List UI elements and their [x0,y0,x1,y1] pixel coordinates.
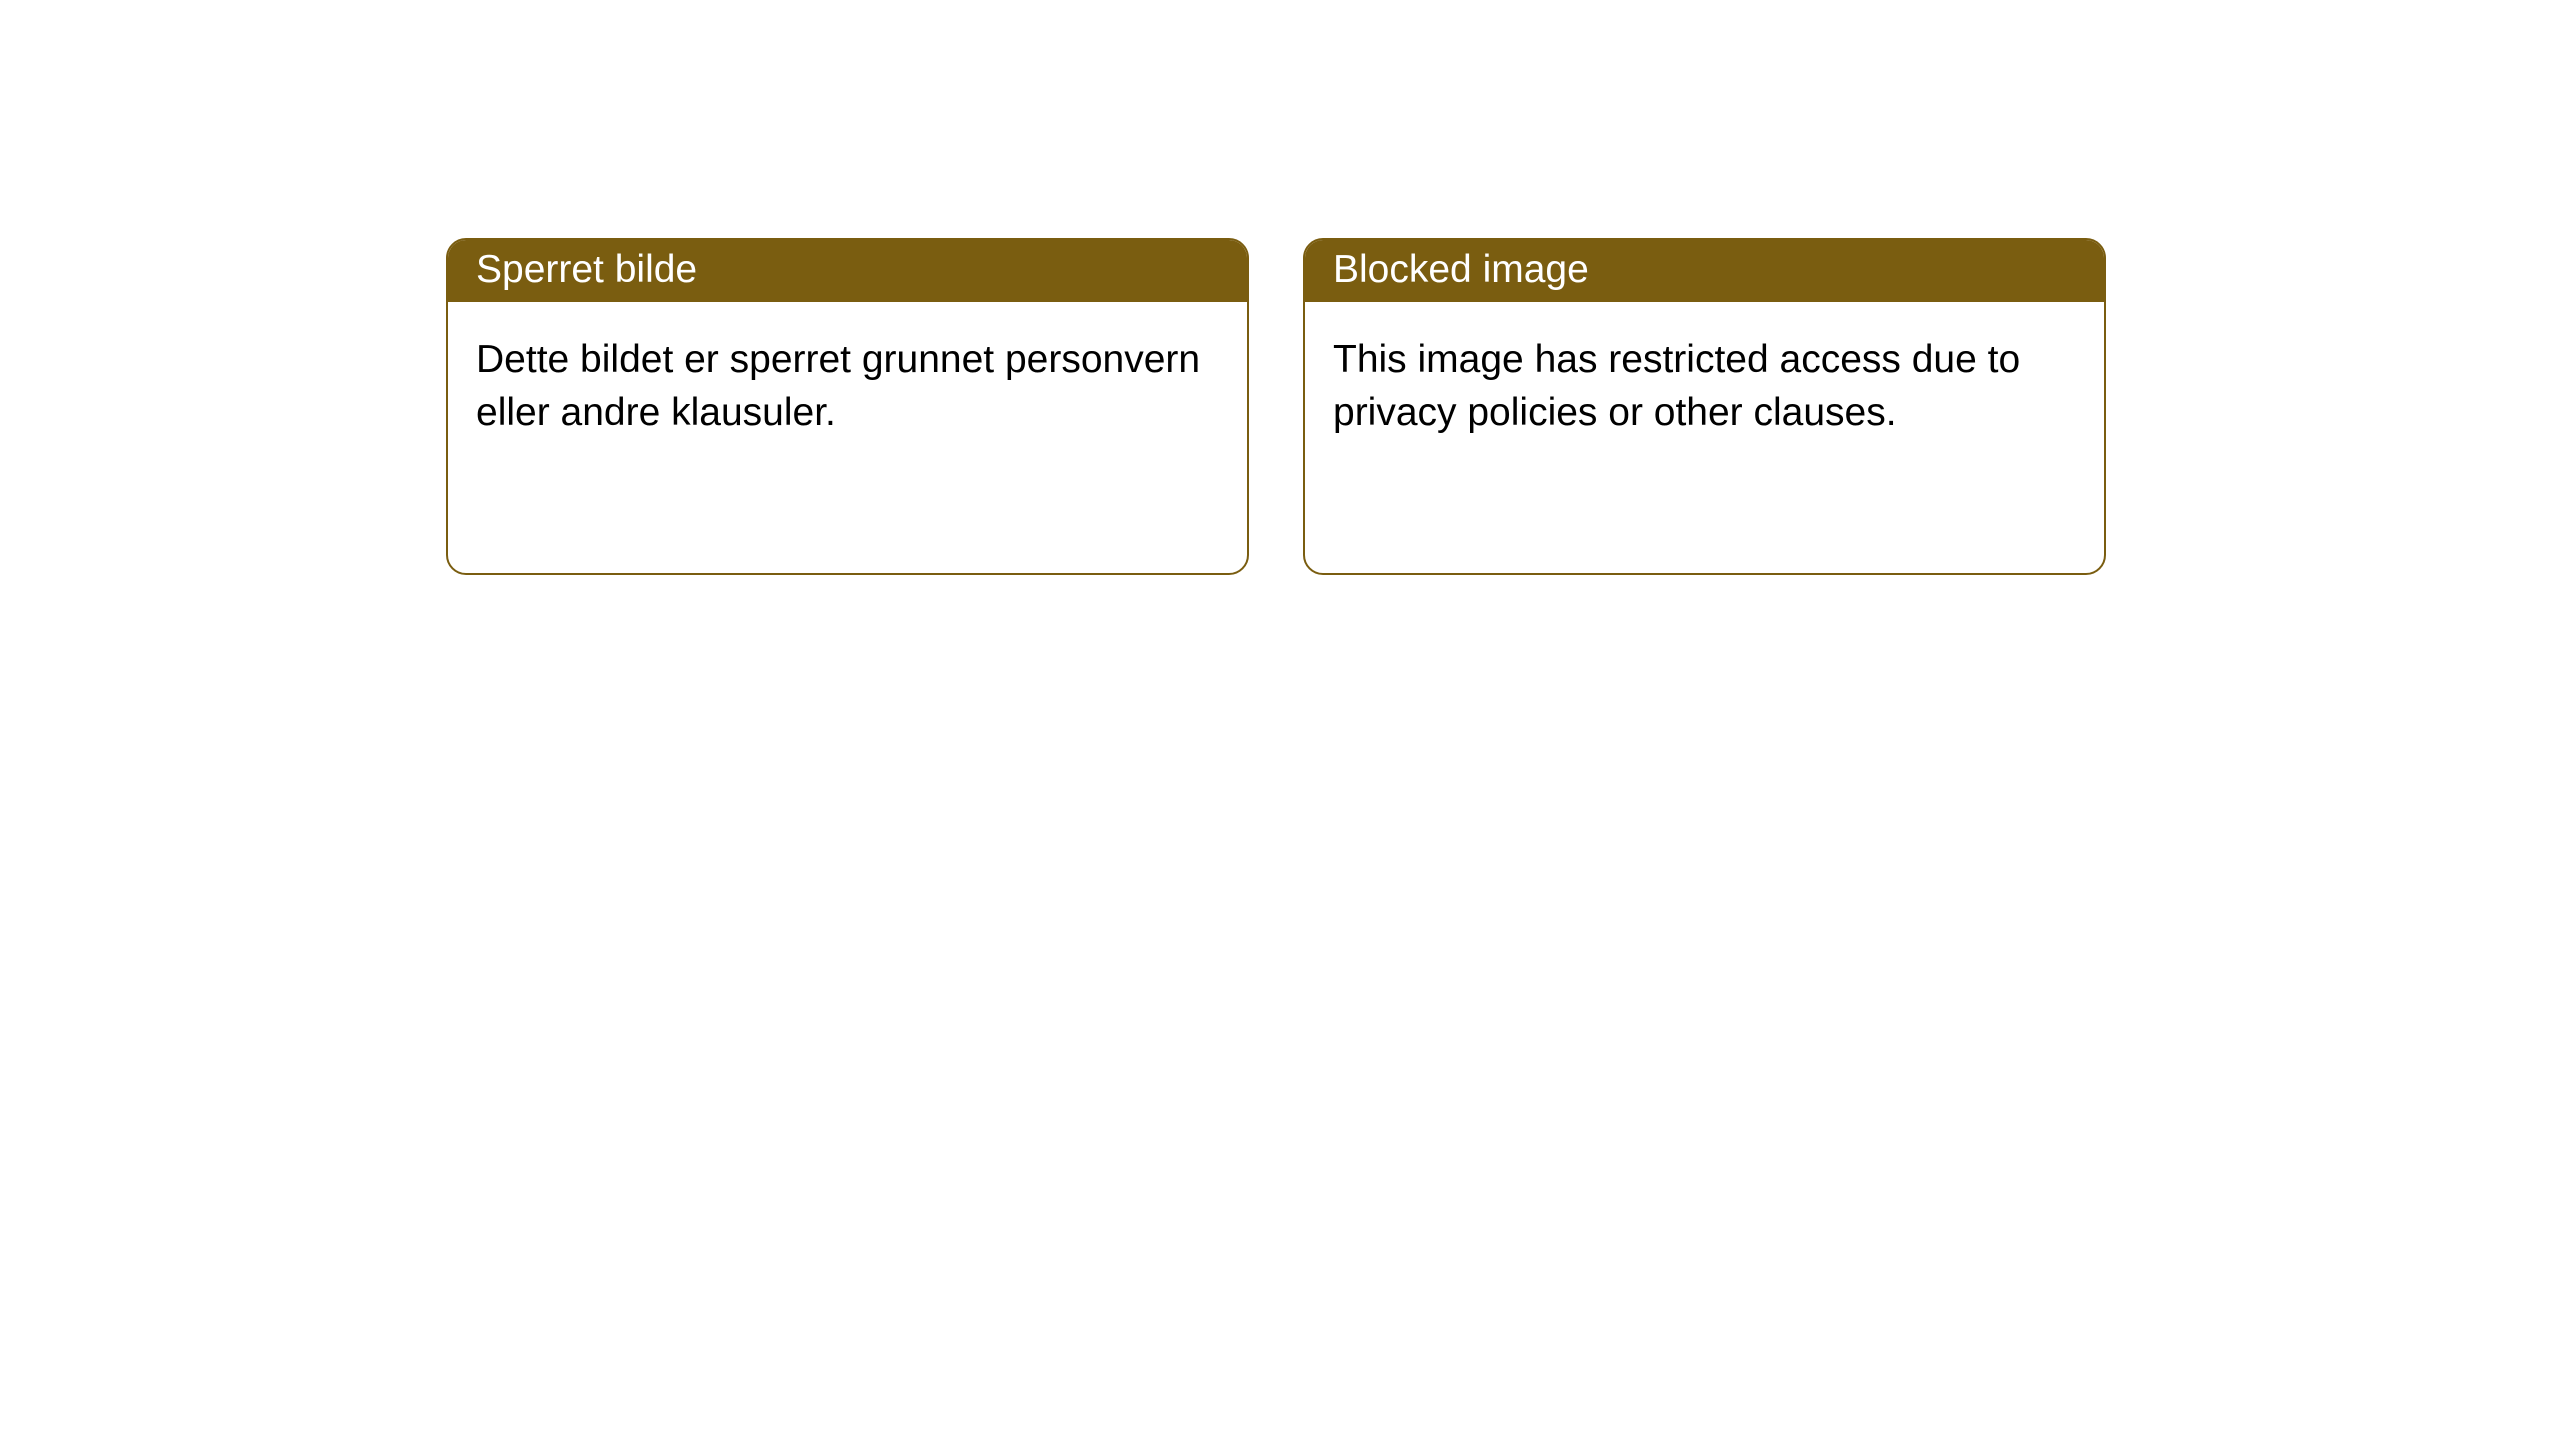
notice-title: Sperret bilde [476,248,697,291]
notice-title: Blocked image [1333,248,1589,291]
notice-container: Sperret bilde Dette bildet er sperret gr… [0,0,2560,575]
notice-message: Dette bildet er sperret grunnet personve… [476,338,1200,434]
notice-body: Dette bildet er sperret grunnet personve… [448,302,1247,471]
notice-message: This image has restricted access due to … [1333,338,2020,434]
notice-body: This image has restricted access due to … [1305,302,2104,471]
notice-header: Blocked image [1305,240,2104,302]
notice-header: Sperret bilde [448,240,1247,302]
notice-card-english: Blocked image This image has restricted … [1303,238,2106,575]
notice-card-norwegian: Sperret bilde Dette bildet er sperret gr… [446,238,1249,575]
